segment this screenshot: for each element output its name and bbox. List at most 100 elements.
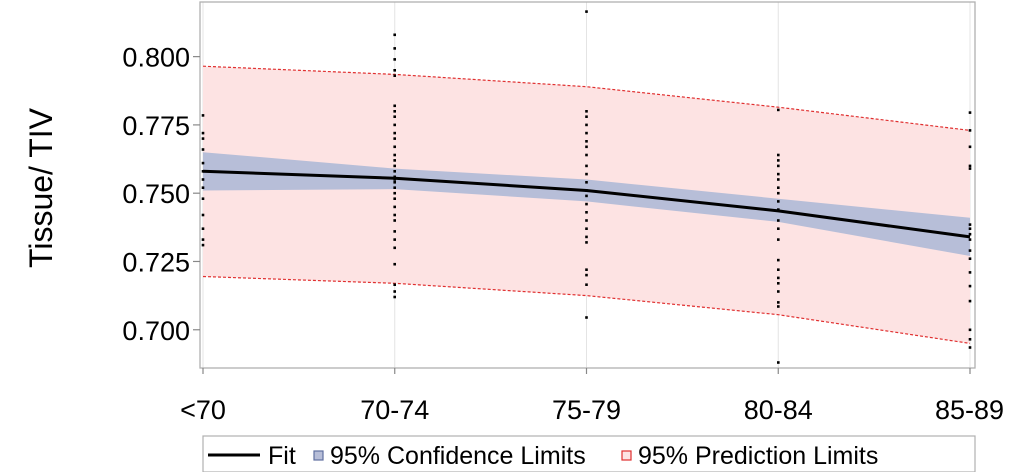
fit-line xyxy=(202,169,971,239)
scatter-point-0-0 xyxy=(201,114,205,117)
scatter-point-3-15 xyxy=(777,276,780,280)
scatter-point-4-1 xyxy=(968,129,972,132)
scatter-point-2-22 xyxy=(585,316,588,319)
scatter-point-3-6 xyxy=(777,186,780,189)
scatter-point-4-6 xyxy=(968,227,972,230)
scatter-point-1-20 xyxy=(393,191,396,195)
scatter-point-4-12 xyxy=(968,284,972,288)
scatter-point-2-9 xyxy=(585,172,588,176)
scatter-point-1-1 xyxy=(393,47,396,50)
scatter-point-0-3 xyxy=(201,148,205,151)
scatter-point-1-10 xyxy=(393,137,396,140)
legend: Fit 95% Confidence Limits 95% Prediction… xyxy=(202,435,976,472)
legend-frame xyxy=(202,435,976,472)
scatter-point-2-8 xyxy=(585,164,588,168)
scatter-point-2-0 xyxy=(585,10,588,13)
scatter-point-3-1 xyxy=(777,153,780,157)
scatter-point-1-8 xyxy=(393,123,396,127)
scatter-point-0-7 xyxy=(201,186,205,189)
scatter-point-0-10 xyxy=(201,227,205,230)
x-tick-label-0: <70 xyxy=(180,395,226,425)
scatter-point-1-11 xyxy=(393,145,396,149)
scatter-point-2-15 xyxy=(585,219,588,222)
scatter-point-1-23 xyxy=(393,213,396,217)
x-tick-label-1: 70-74 xyxy=(360,395,429,425)
y-tick-label-0: 0.700 xyxy=(122,316,190,346)
prediction-lower-limit xyxy=(202,275,971,344)
scatter-point-4-7 xyxy=(968,232,972,236)
scatter-point-2-20 xyxy=(585,273,588,277)
x-tick-label-2: 75-79 xyxy=(552,395,621,425)
scatter-point-4-0 xyxy=(968,111,972,114)
scatter-point-2-6 xyxy=(585,145,588,149)
scatter-point-1-14 xyxy=(393,164,396,168)
scatter-point-3-12 xyxy=(777,238,780,241)
scatter-point-1-0 xyxy=(393,33,396,37)
y-tick-label-2: 0.750 xyxy=(122,179,190,209)
scatter-point-0-4 xyxy=(201,161,205,165)
scatter-point-1-2 xyxy=(393,58,396,61)
y-tick-label-1: 0.725 xyxy=(122,248,190,278)
scatter-point-1-21 xyxy=(393,197,396,200)
scatter-point-2-10 xyxy=(585,181,588,184)
scatter-point-3-0 xyxy=(777,108,780,112)
prediction-upper-limit xyxy=(202,65,971,131)
scatter-point-1-9 xyxy=(393,131,396,135)
scatter-point-1-30 xyxy=(393,290,396,293)
scatter-point-0-9 xyxy=(201,213,205,217)
scatter-point-2-4 xyxy=(585,131,588,135)
scatter-point-4-13 xyxy=(968,299,972,303)
scatter-point-1-7 xyxy=(393,115,396,118)
scatter-point-2-13 xyxy=(585,202,588,206)
y-tick-label-4: 0.800 xyxy=(122,43,190,73)
scatter-point-0-8 xyxy=(201,197,205,200)
scatter-point-1-28 xyxy=(393,262,396,266)
scatter-point-3-11 xyxy=(777,227,780,230)
plot-frame xyxy=(199,1,976,369)
scatter-point-2-1 xyxy=(585,110,588,113)
scatter-point-1-12 xyxy=(393,153,396,157)
y-tick-labels: 0.700 0.725 0.750 0.775 0.800 xyxy=(122,43,200,346)
scatter-point-1-15 xyxy=(393,170,396,173)
scatter-point-0-6 xyxy=(201,178,205,181)
scatter-point-1-29 xyxy=(393,283,396,286)
scatter-point-3-8 xyxy=(777,200,780,203)
scatter-point-4-9 xyxy=(968,249,972,252)
scatter-point-4-10 xyxy=(968,257,972,260)
scatter-point-1-13 xyxy=(393,159,396,162)
scatter-point-0-12 xyxy=(201,243,205,247)
scatter-point-1-26 xyxy=(393,238,396,241)
y-tick-label-3: 0.775 xyxy=(122,111,190,141)
scatter-point-4-4 xyxy=(968,167,972,170)
scatter-point-1-24 xyxy=(393,219,396,222)
scatter-point-4-2 xyxy=(968,145,972,149)
scatter-point-2-7 xyxy=(585,153,588,157)
scatter-point-1-6 xyxy=(393,110,396,113)
scatter-point-3-14 xyxy=(777,268,780,271)
scatter-point-0-11 xyxy=(201,238,205,241)
fit-line-layer xyxy=(202,169,971,239)
scatter-point-2-21 xyxy=(585,283,588,286)
legend-fit-label: Fit xyxy=(268,442,296,470)
x-tick-label-4: 85-89 xyxy=(935,395,1004,425)
scatter-point-2-16 xyxy=(585,227,588,230)
scatter-point-0-2 xyxy=(201,137,205,140)
scatter-point-2-14 xyxy=(585,211,588,214)
scatter-point-2-2 xyxy=(585,115,588,118)
scatter-point-1-3 xyxy=(393,69,396,72)
x-tick-labels: <70 70-74 75-79 80-84 85-89 xyxy=(180,368,1004,425)
scatter-point-2-3 xyxy=(585,123,588,127)
y-axis-title: Tissue/ TIV xyxy=(23,107,59,268)
scatter-point-1-18 xyxy=(393,181,396,184)
scatter-point-1-19 xyxy=(393,186,396,189)
scatter-point-3-3 xyxy=(777,164,780,168)
scatter-point-1-5 xyxy=(393,104,396,108)
scatter-point-2-5 xyxy=(585,140,588,143)
scatter-point-3-16 xyxy=(777,282,780,285)
scatter-point-3-13 xyxy=(777,258,780,262)
scatter-point-1-22 xyxy=(393,205,396,209)
scatter-point-0-1 xyxy=(201,131,205,135)
legend-confidence-label: 95% Confidence Limits xyxy=(330,442,586,470)
scatter-point-3-19 xyxy=(777,305,780,308)
scatter-point-4-8 xyxy=(968,238,972,241)
